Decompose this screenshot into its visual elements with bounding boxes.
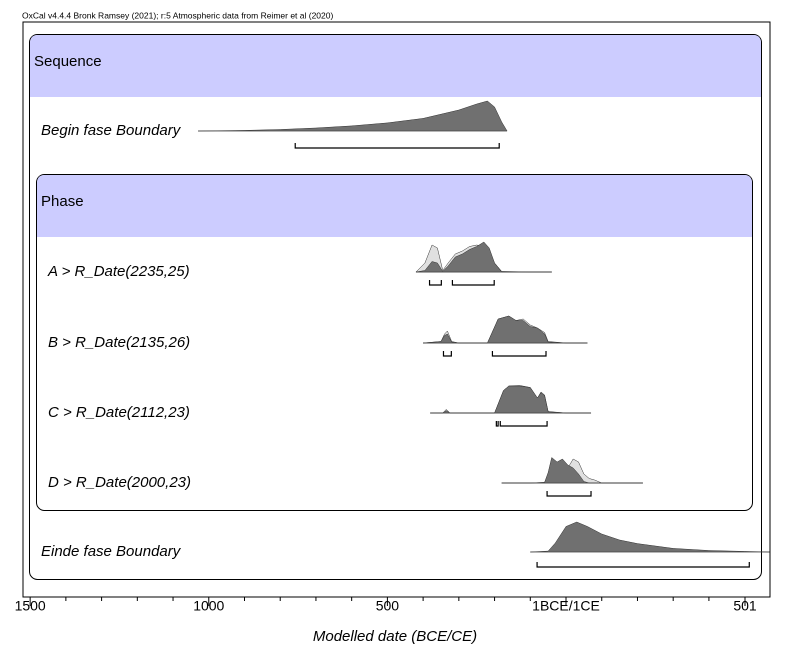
item-label: A > R_Date(2235,25) <box>47 263 190 280</box>
chart-subtitle: OxCal v4.4.4 Bronk Ramsey (2021); r:5 At… <box>22 10 333 20</box>
posterior-curve <box>430 385 592 414</box>
sequence-header <box>30 35 761 97</box>
range-bracket <box>428 280 442 286</box>
posterior-curve <box>415 241 552 273</box>
group-label: Phase <box>41 193 84 210</box>
item-label: D > R_Date(2000,23) <box>48 474 191 491</box>
item-label: Einde fase Boundary <box>41 543 182 560</box>
range-bracket <box>451 280 495 286</box>
x-tick-label: 501 <box>733 598 757 614</box>
item-label: B > R_Date(2135,26) <box>48 334 190 351</box>
x-tick-label: 500 <box>376 598 400 614</box>
x-tick-label: 1500 <box>15 598 46 614</box>
range-bracket <box>442 351 452 357</box>
x-tick-label: 1BCE/1CE <box>532 598 600 614</box>
posterior-curve <box>530 521 770 553</box>
range-bracket <box>536 562 750 568</box>
range-bracket <box>294 143 500 149</box>
phase-header <box>37 175 752 237</box>
x-tick-label: 1000 <box>193 598 224 614</box>
range-bracket <box>499 421 548 427</box>
posterior-curve <box>198 100 508 132</box>
range-bracket <box>491 351 547 357</box>
posterior-curve <box>423 315 588 344</box>
group-label: Sequence <box>34 53 102 70</box>
range-bracket <box>495 421 499 427</box>
item-label: Begin fase Boundary <box>41 122 182 139</box>
phase-box <box>36 174 753 511</box>
x-axis-title: Modelled date (BCE/CE) <box>313 628 477 645</box>
item-label: C > R_Date(2112,23) <box>48 404 190 421</box>
posterior-curve <box>501 457 643 484</box>
range-bracket <box>546 491 592 497</box>
